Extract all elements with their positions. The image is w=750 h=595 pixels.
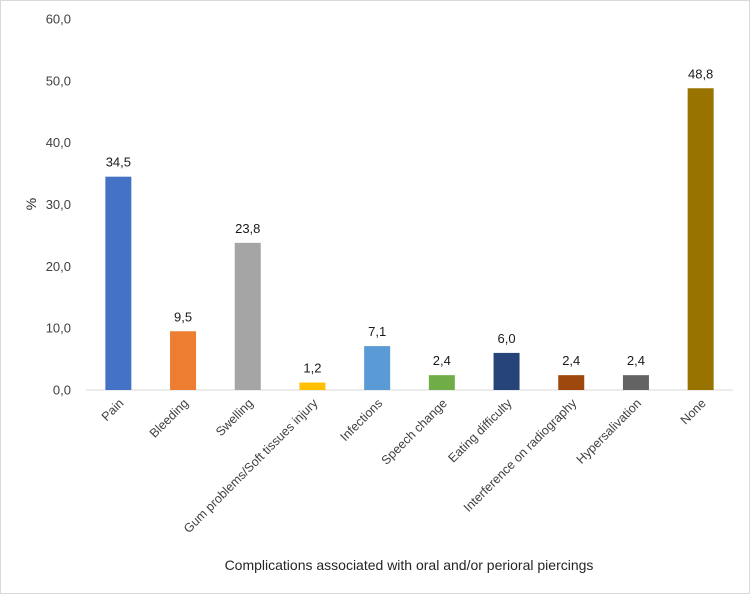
y-tick-label: 20,0 <box>46 259 71 274</box>
bar <box>687 88 714 391</box>
bar <box>105 176 132 390</box>
category-label: Speech change <box>379 396 450 467</box>
category-label: Interference on radiography <box>461 396 580 515</box>
y-axis-ticks: 0,0 10,0 20,0 30,0 40,0 50,0 60,0 <box>46 12 71 398</box>
category-label: Pain <box>99 396 127 424</box>
y-tick-label: 30,0 <box>46 197 71 212</box>
category-label: Infections <box>338 396 386 444</box>
bar <box>428 375 455 390</box>
bar <box>234 242 261 390</box>
category-label: None <box>678 396 709 427</box>
category-label: Swelling <box>213 396 256 439</box>
data-label: 1,2 <box>303 361 321 376</box>
x-axis-title: Complications associated with oral and/o… <box>225 557 594 573</box>
data-label: 48,8 <box>688 66 713 81</box>
data-label: 2,4 <box>627 353 645 368</box>
data-label: 2,4 <box>562 353 580 368</box>
category-label: Eating difficulty <box>445 396 515 466</box>
y-tick-label: 50,0 <box>46 73 71 88</box>
data-label: 2,4 <box>433 353 451 368</box>
y-tick-label: 40,0 <box>46 135 71 150</box>
bar <box>622 375 649 390</box>
bar <box>493 352 520 390</box>
y-tick-label: 60,0 <box>46 12 71 27</box>
data-label: 7,1 <box>368 324 386 339</box>
category-label: Hypersalivation <box>574 396 644 466</box>
data-label: 9,5 <box>174 309 192 324</box>
data-label: 34,5 <box>106 155 131 170</box>
data-labels: 34,5 9,5 23,8 1,2 7,1 2,4 6,0 2,4 2,4 48,8 <box>106 66 714 375</box>
bar <box>558 375 585 390</box>
y-tick-label: 0,0 <box>53 383 71 398</box>
bar <box>299 382 326 390</box>
category-label: Gum problems/Soft tissues injury <box>181 396 321 536</box>
bar <box>364 346 391 390</box>
data-label: 6,0 <box>498 331 516 346</box>
y-tick-label: 10,0 <box>46 321 71 336</box>
bars <box>105 88 714 391</box>
y-axis-title: % <box>23 198 39 210</box>
data-label: 23,8 <box>235 221 260 236</box>
bar <box>170 331 197 390</box>
category-label: Bleeding <box>147 396 191 440</box>
